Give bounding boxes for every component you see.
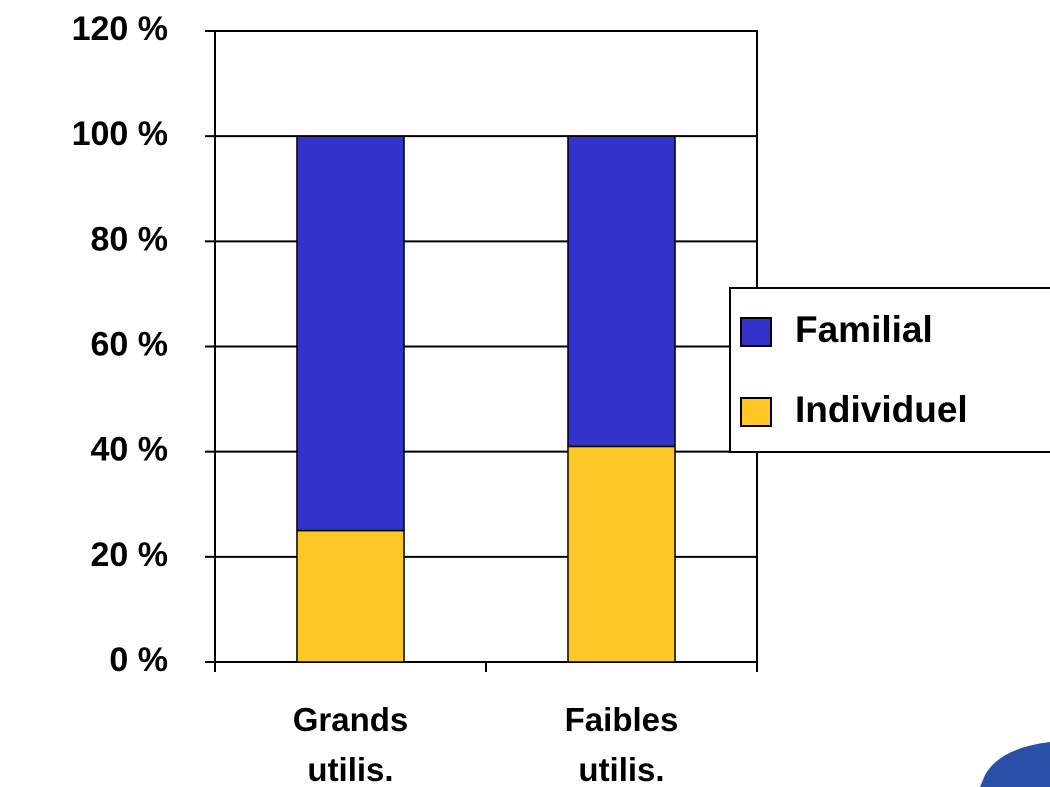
legend-swatch <box>740 317 772 347</box>
y-tick-label: 60 % <box>91 325 169 363</box>
y-tick-label: 80 % <box>91 220 169 258</box>
y-tick-label: 100 % <box>72 115 168 153</box>
bar-segment <box>296 135 405 532</box>
y-tick-label: 120 % <box>72 10 168 48</box>
y-tick-label: 40 % <box>91 431 169 469</box>
x-tick-label: Faibles utilis. <box>564 701 679 787</box>
y-tick-label: 20 % <box>91 536 169 574</box>
x-tick-label: Grands utilis. <box>292 701 409 787</box>
legend-label: Individuel <box>795 389 968 430</box>
y-tick-label: 0 % <box>109 641 168 679</box>
bar-segment <box>296 529 405 663</box>
legend-label: Familial <box>795 309 933 350</box>
bar-segment <box>567 135 676 448</box>
bar-segment <box>567 445 676 663</box>
legend-swatch <box>740 397 772 427</box>
logo <box>980 742 1050 787</box>
legend-box <box>729 287 1050 453</box>
